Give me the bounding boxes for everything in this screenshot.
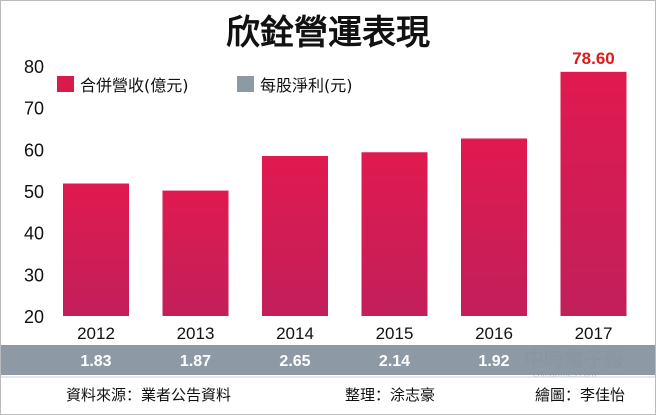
x-tick-label: 2016: [475, 324, 513, 343]
watermark: 中時電子報 chinatimes.com: [524, 347, 625, 379]
legend-swatch-eps: [237, 76, 254, 92]
footer-artist: 繪圖：李佳怡: [535, 386, 625, 404]
legend-swatch-revenue: [57, 76, 74, 92]
x-axis: 2012 2013 2014 2015 2016 2017: [77, 324, 612, 343]
y-tick-label: 80: [24, 57, 44, 77]
eps-band: [1, 345, 655, 375]
eps-value-label: 1.83: [80, 353, 111, 370]
revenue-bar: [63, 183, 129, 316]
y-tick-label: 40: [24, 224, 44, 244]
y-tick-label: 60: [24, 140, 44, 160]
footer-editor: 整理：涂志豪: [345, 386, 435, 404]
x-tick-label: 2017: [575, 324, 613, 343]
footer-source: 資料來源：業者公告資料: [66, 386, 231, 404]
y-tick-label: 30: [24, 265, 44, 285]
data-label: 78.60: [572, 49, 615, 68]
watermark-text: 中時電子報: [524, 347, 625, 371]
legend-label-revenue: 合併營收(億元): [80, 76, 189, 95]
eps-value-label: 2.65: [279, 353, 310, 370]
eps-value-label: 1.87: [180, 353, 211, 370]
legend: 合併營收(億元) 每股淨利(元): [57, 76, 353, 95]
y-tick-label: 70: [24, 99, 44, 119]
legend-label-eps: 每股淨利(元): [260, 76, 353, 95]
watermark-subtext: chinatimes.com: [533, 370, 597, 379]
chart-title: 欣銓營運表現: [226, 13, 430, 53]
y-axis: 20 30 40 50 60 70 80: [24, 57, 44, 327]
x-tick-label: 2014: [276, 324, 314, 343]
y-tick-label: 50: [24, 182, 44, 202]
x-tick-label: 2015: [376, 324, 414, 343]
x-tick-label: 2012: [77, 324, 115, 343]
revenue-bar: [560, 71, 627, 316]
bar-series: 78.60: [63, 49, 627, 316]
revenue-bar: [361, 152, 428, 316]
eps-value-label: 1.92: [478, 353, 509, 370]
eps-labels: 1.83 1.87 2.65 2.14 1.92: [80, 353, 509, 370]
eps-value-label: 2.14: [379, 353, 410, 370]
x-tick-label: 2013: [177, 324, 215, 343]
revenue-bar: [162, 190, 229, 316]
revenue-bar: [461, 138, 527, 316]
y-tick-label: 20: [24, 307, 44, 327]
revenue-bar: [262, 156, 328, 316]
